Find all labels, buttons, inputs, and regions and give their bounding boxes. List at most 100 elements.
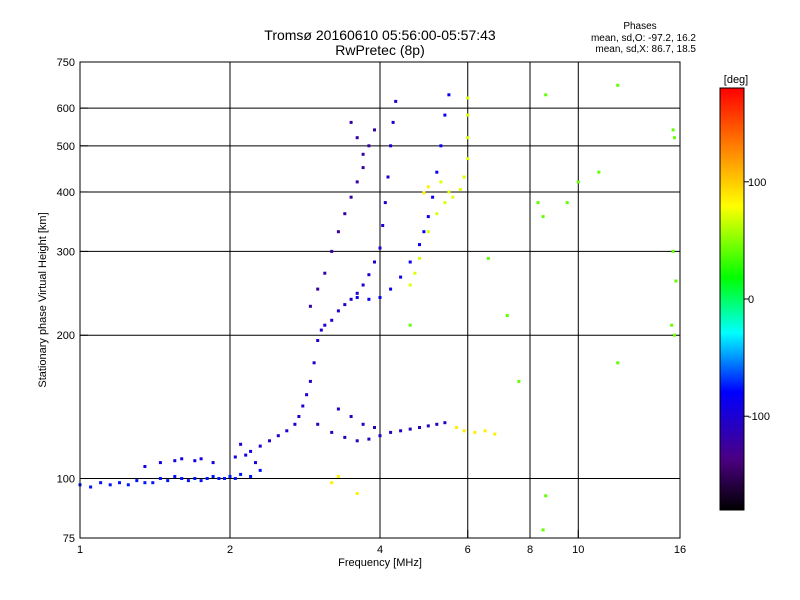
- data-point: [173, 475, 177, 478]
- data-point: [336, 309, 340, 313]
- y-tick-label: 400: [57, 187, 75, 199]
- data-point: [355, 439, 359, 443]
- data-point: [312, 361, 316, 365]
- data-point: [674, 279, 678, 283]
- data-point: [249, 475, 253, 478]
- data-point: [199, 457, 203, 461]
- data-point: [343, 212, 347, 216]
- data-point: [422, 191, 426, 195]
- data-point: [361, 166, 365, 170]
- data-point: [517, 379, 521, 383]
- data-point: [143, 481, 147, 485]
- data-point: [391, 120, 395, 124]
- data-point: [180, 457, 184, 461]
- data-point: [336, 407, 340, 411]
- data-point: [418, 426, 421, 429]
- x-tick-label: 16: [674, 544, 686, 556]
- y-tick-label: 600: [57, 103, 75, 115]
- data-point: [486, 256, 490, 260]
- data-point: [413, 271, 417, 275]
- data-point: [316, 287, 320, 291]
- phases-heading: Phases: [623, 21, 656, 32]
- series-mid-band: [316, 407, 447, 443]
- data-point: [455, 426, 459, 429]
- data-point: [258, 444, 262, 448]
- data-point: [447, 190, 451, 194]
- series-noise: [408, 83, 678, 532]
- data-point: [158, 477, 162, 480]
- data-point: [541, 528, 545, 532]
- data-point: [330, 318, 334, 322]
- data-point: [330, 430, 334, 434]
- data-point: [431, 195, 435, 199]
- data-point: [616, 361, 620, 365]
- data-point: [186, 479, 190, 483]
- data-points: [78, 83, 678, 532]
- data-point: [443, 201, 447, 205]
- y-tick-label: 200: [57, 330, 75, 342]
- data-point: [435, 170, 439, 174]
- data-point: [439, 180, 443, 184]
- data-point: [671, 249, 675, 253]
- data-point: [89, 485, 93, 489]
- colorbar-ticks: 100 0 -100: [744, 177, 770, 423]
- data-point: [316, 422, 320, 426]
- data-point: [394, 99, 398, 103]
- data-point: [544, 494, 548, 498]
- data-point: [336, 475, 340, 478]
- data-point: [408, 323, 412, 327]
- data-point: [361, 283, 365, 287]
- phases-x-mode: mean, sd,X: 86.7, 18.5: [595, 44, 696, 55]
- data-point: [505, 314, 509, 317]
- x-axis-label: Frequency [MHz]: [338, 557, 422, 569]
- y-tick-label: 750: [57, 57, 75, 69]
- data-point: [673, 136, 676, 140]
- data-point: [426, 215, 430, 219]
- data-point: [193, 459, 197, 463]
- y-tick-label: 500: [57, 141, 75, 153]
- data-point: [408, 283, 412, 287]
- data-point: [426, 424, 430, 428]
- data-point: [462, 175, 466, 179]
- data-point: [244, 453, 248, 457]
- data-point: [151, 481, 155, 485]
- data-point: [483, 429, 487, 433]
- data-point: [308, 304, 312, 308]
- x-tick-label: 1: [77, 544, 83, 556]
- data-point: [673, 333, 676, 337]
- data-point: [217, 477, 221, 480]
- data-point: [422, 230, 426, 234]
- colorbar: [719, 87, 745, 511]
- grid-layer: [80, 62, 680, 538]
- x-tick-label: 8: [527, 544, 533, 556]
- data-point: [462, 429, 466, 433]
- data-point: [378, 434, 382, 438]
- data-point: [258, 468, 262, 472]
- data-point: [143, 465, 147, 468]
- data-point: [383, 201, 387, 205]
- colorbar-tick-label: -100: [748, 411, 770, 423]
- data-point: [493, 432, 497, 436]
- data-point: [418, 256, 421, 260]
- data-point: [408, 260, 412, 264]
- data-point: [323, 271, 327, 275]
- data-point: [367, 273, 371, 277]
- series-f1-oblique: [308, 120, 376, 308]
- x-tick-label: 6: [465, 544, 471, 556]
- data-point: [355, 296, 359, 299]
- colorbar-tick-label: 0: [748, 294, 754, 306]
- data-point: [233, 455, 237, 459]
- chart-subtitle: RwPretec (8p): [335, 42, 424, 58]
- y-tick-label: 300: [57, 246, 75, 258]
- data-point: [297, 415, 301, 418]
- data-point: [451, 195, 455, 199]
- series-f2-o-mode: [355, 93, 451, 301]
- series-e-layer-scatter: [143, 442, 257, 468]
- x-axis-ticks: 1 2 4 6 8 10 16: [77, 530, 686, 556]
- data-point: [308, 379, 312, 383]
- data-point: [355, 180, 359, 184]
- data-point: [466, 96, 470, 100]
- data-point: [316, 339, 320, 342]
- data-point: [389, 430, 393, 434]
- data-point: [126, 483, 130, 487]
